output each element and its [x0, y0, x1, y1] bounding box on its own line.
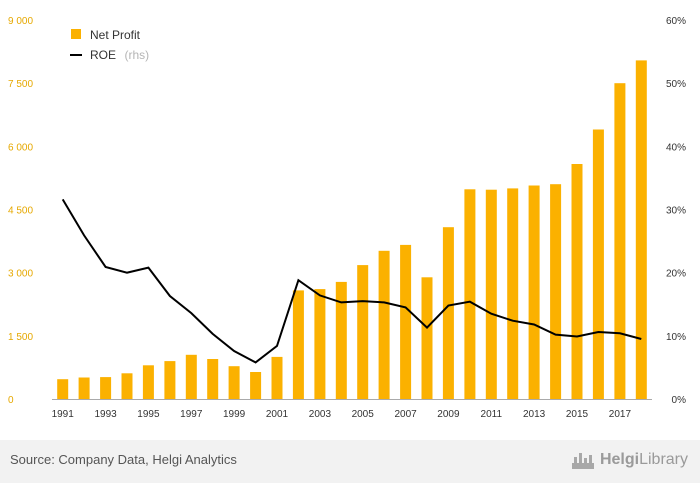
bar-1995: [142, 365, 154, 399]
left-tick-label: 3 000: [8, 269, 33, 280]
x-tick-label: 2003: [309, 409, 332, 420]
left-tick-label: 1 500: [8, 332, 33, 343]
x-tick-label: 2015: [566, 409, 589, 420]
bar-1991: [57, 379, 69, 399]
x-tick-label: 2011: [481, 409, 503, 420]
right-tick-label: 20%: [666, 269, 686, 280]
legend-label-roe-name: ROE: [90, 48, 116, 62]
left-tick-label: 7 500: [8, 79, 33, 90]
legend: Net Profit ROE (rhs): [70, 28, 149, 63]
bar-2015: [571, 164, 583, 399]
x-tick-label: 2009: [437, 409, 460, 420]
x-tick-label: 1999: [223, 409, 246, 420]
left-tick-label: 4 500: [8, 206, 33, 217]
bar-2000: [250, 372, 262, 399]
bar-2016: [592, 129, 604, 399]
logo-text: HelgiLibrary: [600, 451, 688, 469]
right-axis-ticks: 0% 10% 20% 30% 40% 50% 60%: [666, 16, 686, 406]
bar-2008: [421, 277, 433, 399]
right-tick-label: 0%: [672, 395, 687, 406]
bar-2009: [442, 227, 454, 399]
helgi-library-logo[interactable]: HelgiLibrary: [570, 449, 688, 471]
bar-1993: [100, 377, 112, 399]
legend-label-net-profit: Net Profit: [90, 28, 141, 42]
legend-swatch-net-profit: [71, 29, 81, 39]
bar-2002: [292, 290, 304, 399]
right-tick-label: 30%: [666, 206, 686, 217]
bar-2007: [400, 244, 412, 399]
roe-line: [61, 198, 642, 364]
legend-label-roe: ROE (rhs): [90, 46, 149, 63]
logo-text-rest: Library: [639, 451, 688, 468]
x-tick-label: 2017: [609, 409, 632, 420]
bar-1996: [164, 361, 176, 399]
bar-1992: [78, 377, 90, 399]
x-tick-label: 2005: [352, 409, 375, 420]
left-tick-label: 0: [8, 395, 14, 406]
x-tick-label: 1991: [52, 409, 75, 420]
bar-2006: [378, 250, 390, 399]
x-tick-label: 1997: [180, 409, 203, 420]
left-tick-label: 9 000: [8, 16, 33, 27]
bar-2011: [485, 189, 497, 399]
logo-text-bold: Helgi: [599, 451, 640, 468]
left-axis-ticks: 0 1 500 3 000 4 500 6 000 7 500 9 000: [8, 16, 33, 406]
bar-2012: [507, 188, 519, 399]
right-tick-label: 60%: [666, 16, 686, 27]
bar-2010: [464, 189, 476, 399]
right-tick-label: 50%: [666, 79, 686, 90]
bar-1997: [185, 354, 197, 399]
library-logo-icon: [571, 453, 594, 469]
bar-1999: [228, 366, 240, 399]
right-tick-label: 40%: [666, 142, 686, 153]
footer: Source: Company Data, Helgi Analytics He…: [0, 440, 700, 483]
x-tick-label: 2007: [394, 409, 417, 420]
bar-2004: [335, 281, 347, 399]
bar-2005: [357, 265, 369, 399]
bar-2018: [635, 60, 647, 400]
bar-1994: [121, 373, 133, 399]
bar-2001: [271, 356, 283, 399]
right-tick-label: 10%: [666, 332, 686, 343]
bar-2013: [528, 185, 540, 399]
bar-2003: [314, 289, 326, 399]
left-tick-label: 6 000: [8, 142, 33, 153]
x-tick-label: 1995: [137, 409, 160, 420]
bar-1998: [207, 359, 219, 399]
bar-2017: [614, 83, 626, 399]
bar-series-net-profit: [57, 60, 647, 400]
bar-2014: [550, 184, 562, 399]
x-axis-ticks: 1991 1993 1995 1997 1999 2001 2003 2005 2007 2009…: [52, 409, 632, 420]
x-tick-label: 1993: [94, 409, 117, 420]
x-tick-label: 2013: [523, 409, 546, 420]
x-tick-label: 2001: [266, 409, 289, 420]
legend-label-roe-note: (rhs): [124, 48, 149, 62]
source-text: Source: Company Data, Helgi Analytics: [10, 452, 237, 467]
chart-area: 0 1 500 3 000 4 500 6 000 7 500 9 000 0% 10% 20%…: [8, 16, 686, 420]
